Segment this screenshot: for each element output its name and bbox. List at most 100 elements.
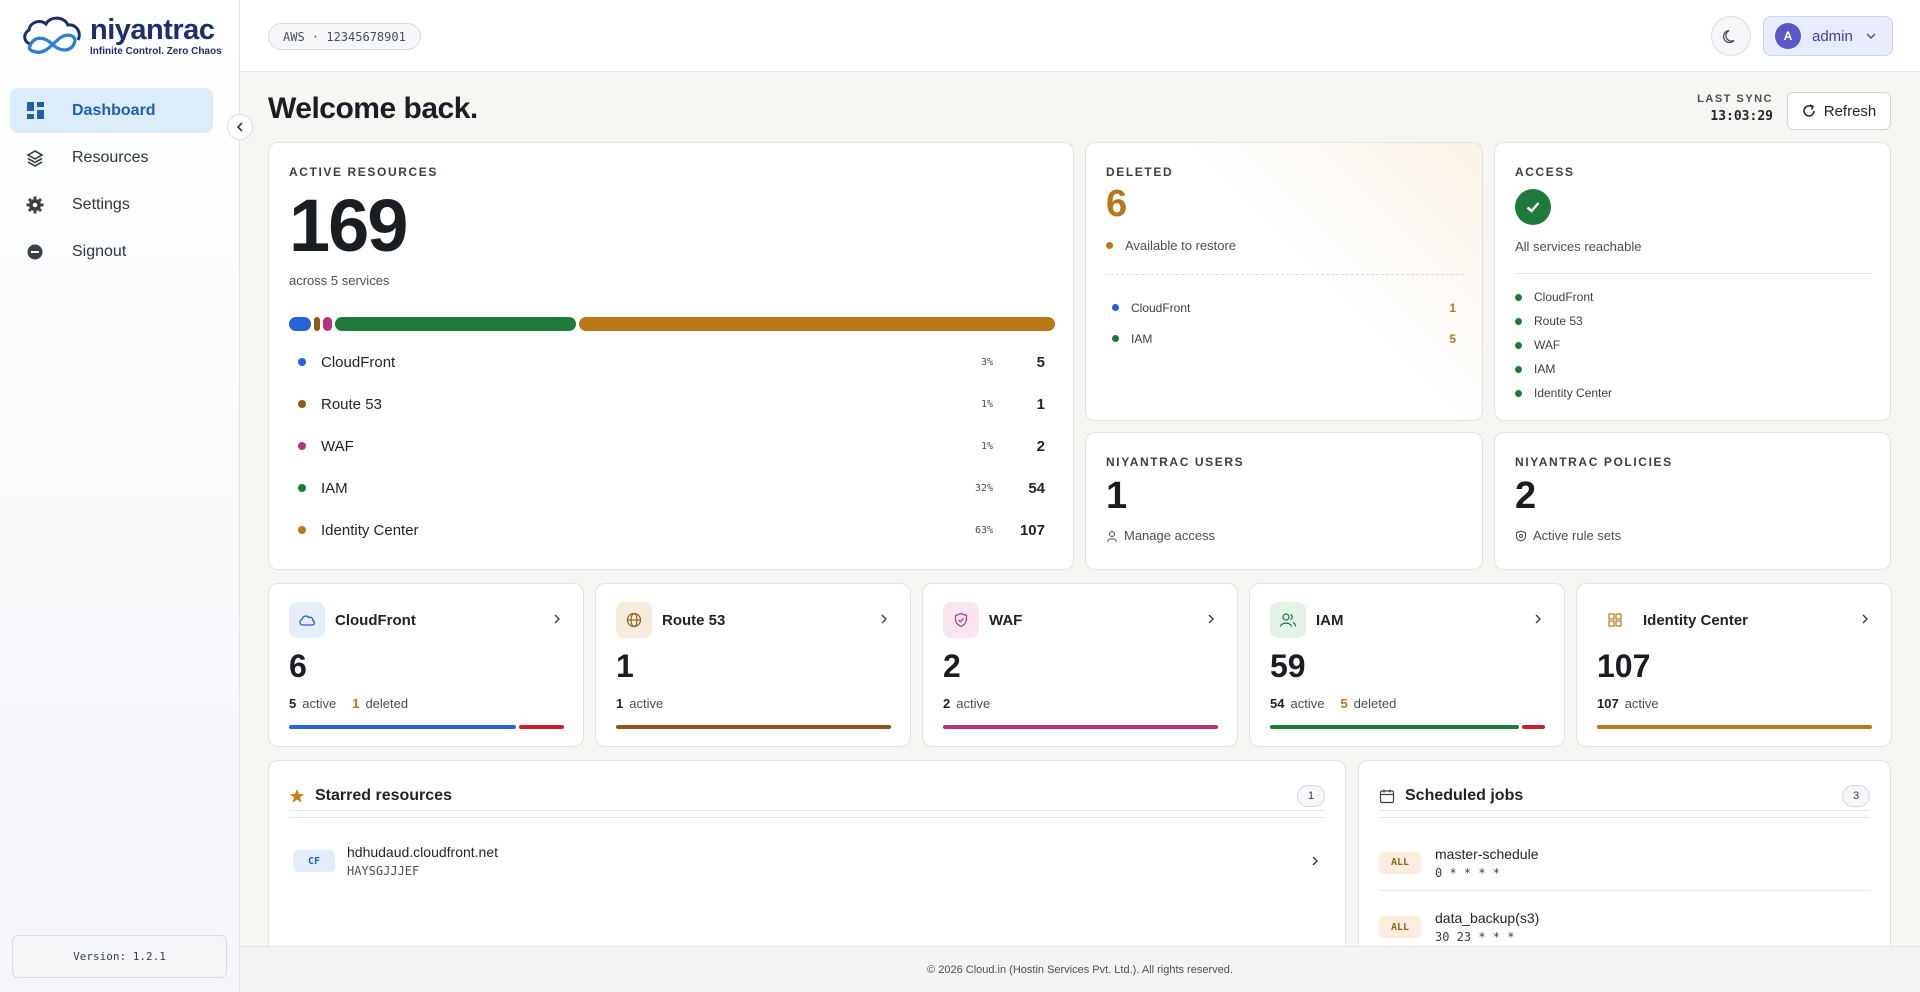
list-item[interactable]: ALL master-schedule 0 * * * * xyxy=(1379,835,1870,891)
sidebar-item-signout[interactable]: Signout xyxy=(10,229,213,274)
sidebar-item-settings[interactable]: Settings xyxy=(10,182,213,227)
footer: © 2026 Cloud.in (Hostin Services Pvt. Lt… xyxy=(240,946,1920,992)
user-name: admin xyxy=(1812,27,1853,45)
divider xyxy=(1379,817,1870,818)
access-card: ACCESS All services reachable CloudFront… xyxy=(1494,142,1891,421)
list-item[interactable]: IAM 32% 54 xyxy=(289,467,1055,509)
status-dot xyxy=(1112,304,1119,311)
sidebar-item-label: Settings xyxy=(72,195,130,213)
service-total: 59 xyxy=(1270,648,1306,684)
card-title: Scheduled jobs xyxy=(1405,786,1524,804)
count-badge: 1 xyxy=(1297,784,1325,807)
chevron-right-icon xyxy=(1535,614,1541,624)
status-dot xyxy=(298,358,306,366)
service-progress-bar xyxy=(943,725,1218,729)
resource-name: hdhudaud.cloudfront.net xyxy=(347,844,499,860)
list-item[interactable]: WAF 1% 2 xyxy=(289,425,1055,467)
status-dot xyxy=(1515,341,1522,349)
deleted-subtitle: Available to restore xyxy=(1106,238,1236,253)
sidebar-item-resources[interactable]: Resources xyxy=(10,135,213,180)
service-stats: 2 active xyxy=(943,696,991,711)
check-circle-icon xyxy=(1515,189,1551,225)
chevron-right-icon xyxy=(554,614,560,624)
active-segment xyxy=(616,725,891,729)
scope-badge: ALL xyxy=(1379,916,1421,938)
service-card-route53[interactable]: Route 53 1 1 active xyxy=(595,583,911,747)
list-item[interactable]: CF hdhudaud.cloudfront.net HAYSGJJJEF xyxy=(293,844,1321,878)
active-resources-card: ACTIVE RESOURCES 169 across 5 services C… xyxy=(268,142,1074,570)
deleted-list: CloudFront 1 IAM 5 xyxy=(1106,292,1464,354)
refresh-button[interactable]: Refresh xyxy=(1787,92,1891,130)
bar-segment-iam xyxy=(335,317,576,331)
globe-icon xyxy=(616,602,652,638)
service-card-iam[interactable]: IAM 59 54 active 5 deleted xyxy=(1249,583,1565,747)
deleted-segment xyxy=(1522,725,1545,729)
divider xyxy=(289,817,1325,818)
list-item: Route 53 xyxy=(1515,309,1873,333)
list-item: WAF xyxy=(1515,333,1873,357)
users-count: 1 xyxy=(1106,475,1128,517)
chevron-left-icon xyxy=(236,122,243,132)
service-stats: 1 active xyxy=(616,696,664,711)
grid-icon xyxy=(1597,602,1633,638)
status-dot xyxy=(1112,335,1119,342)
users-card[interactable]: NIYANTRAC USERS 1 Manage access xyxy=(1085,432,1483,570)
chevron-right-icon xyxy=(1312,856,1318,866)
list-item[interactable]: Identity Center 63% 107 xyxy=(289,509,1055,551)
service-stats: 5 active 1 deleted xyxy=(289,696,409,711)
last-sync-time: 13:03:29 xyxy=(1710,109,1773,124)
avatar: A xyxy=(1775,23,1801,49)
service-name: IAM xyxy=(1316,612,1344,629)
theme-toggle-button[interactable] xyxy=(1711,16,1751,56)
users-icon xyxy=(1270,602,1306,638)
cloud-icon xyxy=(289,602,325,638)
service-badge: CF xyxy=(293,850,335,872)
sidebar-item-dashboard[interactable]: Dashboard xyxy=(10,88,213,133)
service-card-waf[interactable]: WAF 2 2 active xyxy=(922,583,1238,747)
refresh-icon xyxy=(1802,104,1815,117)
access-subtitle: All services reachable xyxy=(1515,239,1642,254)
card-label: NIYANTRAC USERS xyxy=(1106,455,1245,469)
policies-subtitle: Active rule sets xyxy=(1515,528,1621,543)
brand-logo[interactable]: niyantrac Infinite Control. Zero Chaos xyxy=(20,14,222,58)
version-label: Version: 1.2.1 xyxy=(12,935,227,978)
sidebar-collapse-button[interactable] xyxy=(227,114,253,140)
user-menu-button[interactable]: A admin xyxy=(1763,16,1893,56)
sidebar-item-label: Signout xyxy=(72,242,127,260)
policies-card[interactable]: NIYANTRAC POLICIES 2 Active rule sets xyxy=(1494,432,1891,570)
signout-icon xyxy=(26,243,44,261)
chevron-down-icon xyxy=(1866,33,1876,39)
refresh-label: Refresh xyxy=(1823,102,1877,120)
list-item[interactable]: ALL data_backup(s3) 30 23 * * * xyxy=(1379,899,1870,955)
moon-icon xyxy=(1723,29,1735,44)
service-total: 1 xyxy=(616,648,634,684)
active-segment xyxy=(1270,725,1519,729)
status-dot xyxy=(1515,389,1522,397)
list-item[interactable]: CloudFront 3% 5 xyxy=(289,341,1055,383)
account-selector[interactable]: AWS · 12345678901 xyxy=(268,23,421,50)
job-cron: 30 23 * * * xyxy=(1435,930,1515,944)
service-card-identity-center[interactable]: Identity Center 107 107 active xyxy=(1576,583,1892,747)
dashboard-icon xyxy=(26,102,44,120)
list-item[interactable]: Route 53 1% 1 xyxy=(289,383,1055,425)
deleted-card[interactable]: DELETED 6 Available to restore CloudFron… xyxy=(1085,142,1483,421)
card-title: Starred resources xyxy=(315,786,452,804)
service-card-cloudfront[interactable]: CloudFront 6 5 active 1 deleted xyxy=(268,583,584,747)
service-stats: 54 active 5 deleted xyxy=(1270,696,1397,711)
status-dot xyxy=(298,442,306,450)
card-header: Starred resources 1 xyxy=(289,781,1325,811)
status-dot xyxy=(298,484,306,492)
service-total: 107 xyxy=(1597,648,1651,684)
status-dot xyxy=(1106,242,1113,249)
user-icon xyxy=(1106,530,1118,542)
status-dot xyxy=(1515,317,1522,325)
list-item: IAM xyxy=(1515,357,1873,381)
top-bar: AWS · 12345678901 A admin xyxy=(240,0,1920,72)
divider xyxy=(1515,273,1872,274)
card-header: Scheduled jobs 3 xyxy=(1379,781,1870,811)
gear-icon xyxy=(26,196,44,214)
service-name: Route 53 xyxy=(662,612,726,629)
card-label: DELETED xyxy=(1106,165,1174,179)
service-total: 6 xyxy=(289,648,307,684)
divider xyxy=(1106,274,1464,275)
